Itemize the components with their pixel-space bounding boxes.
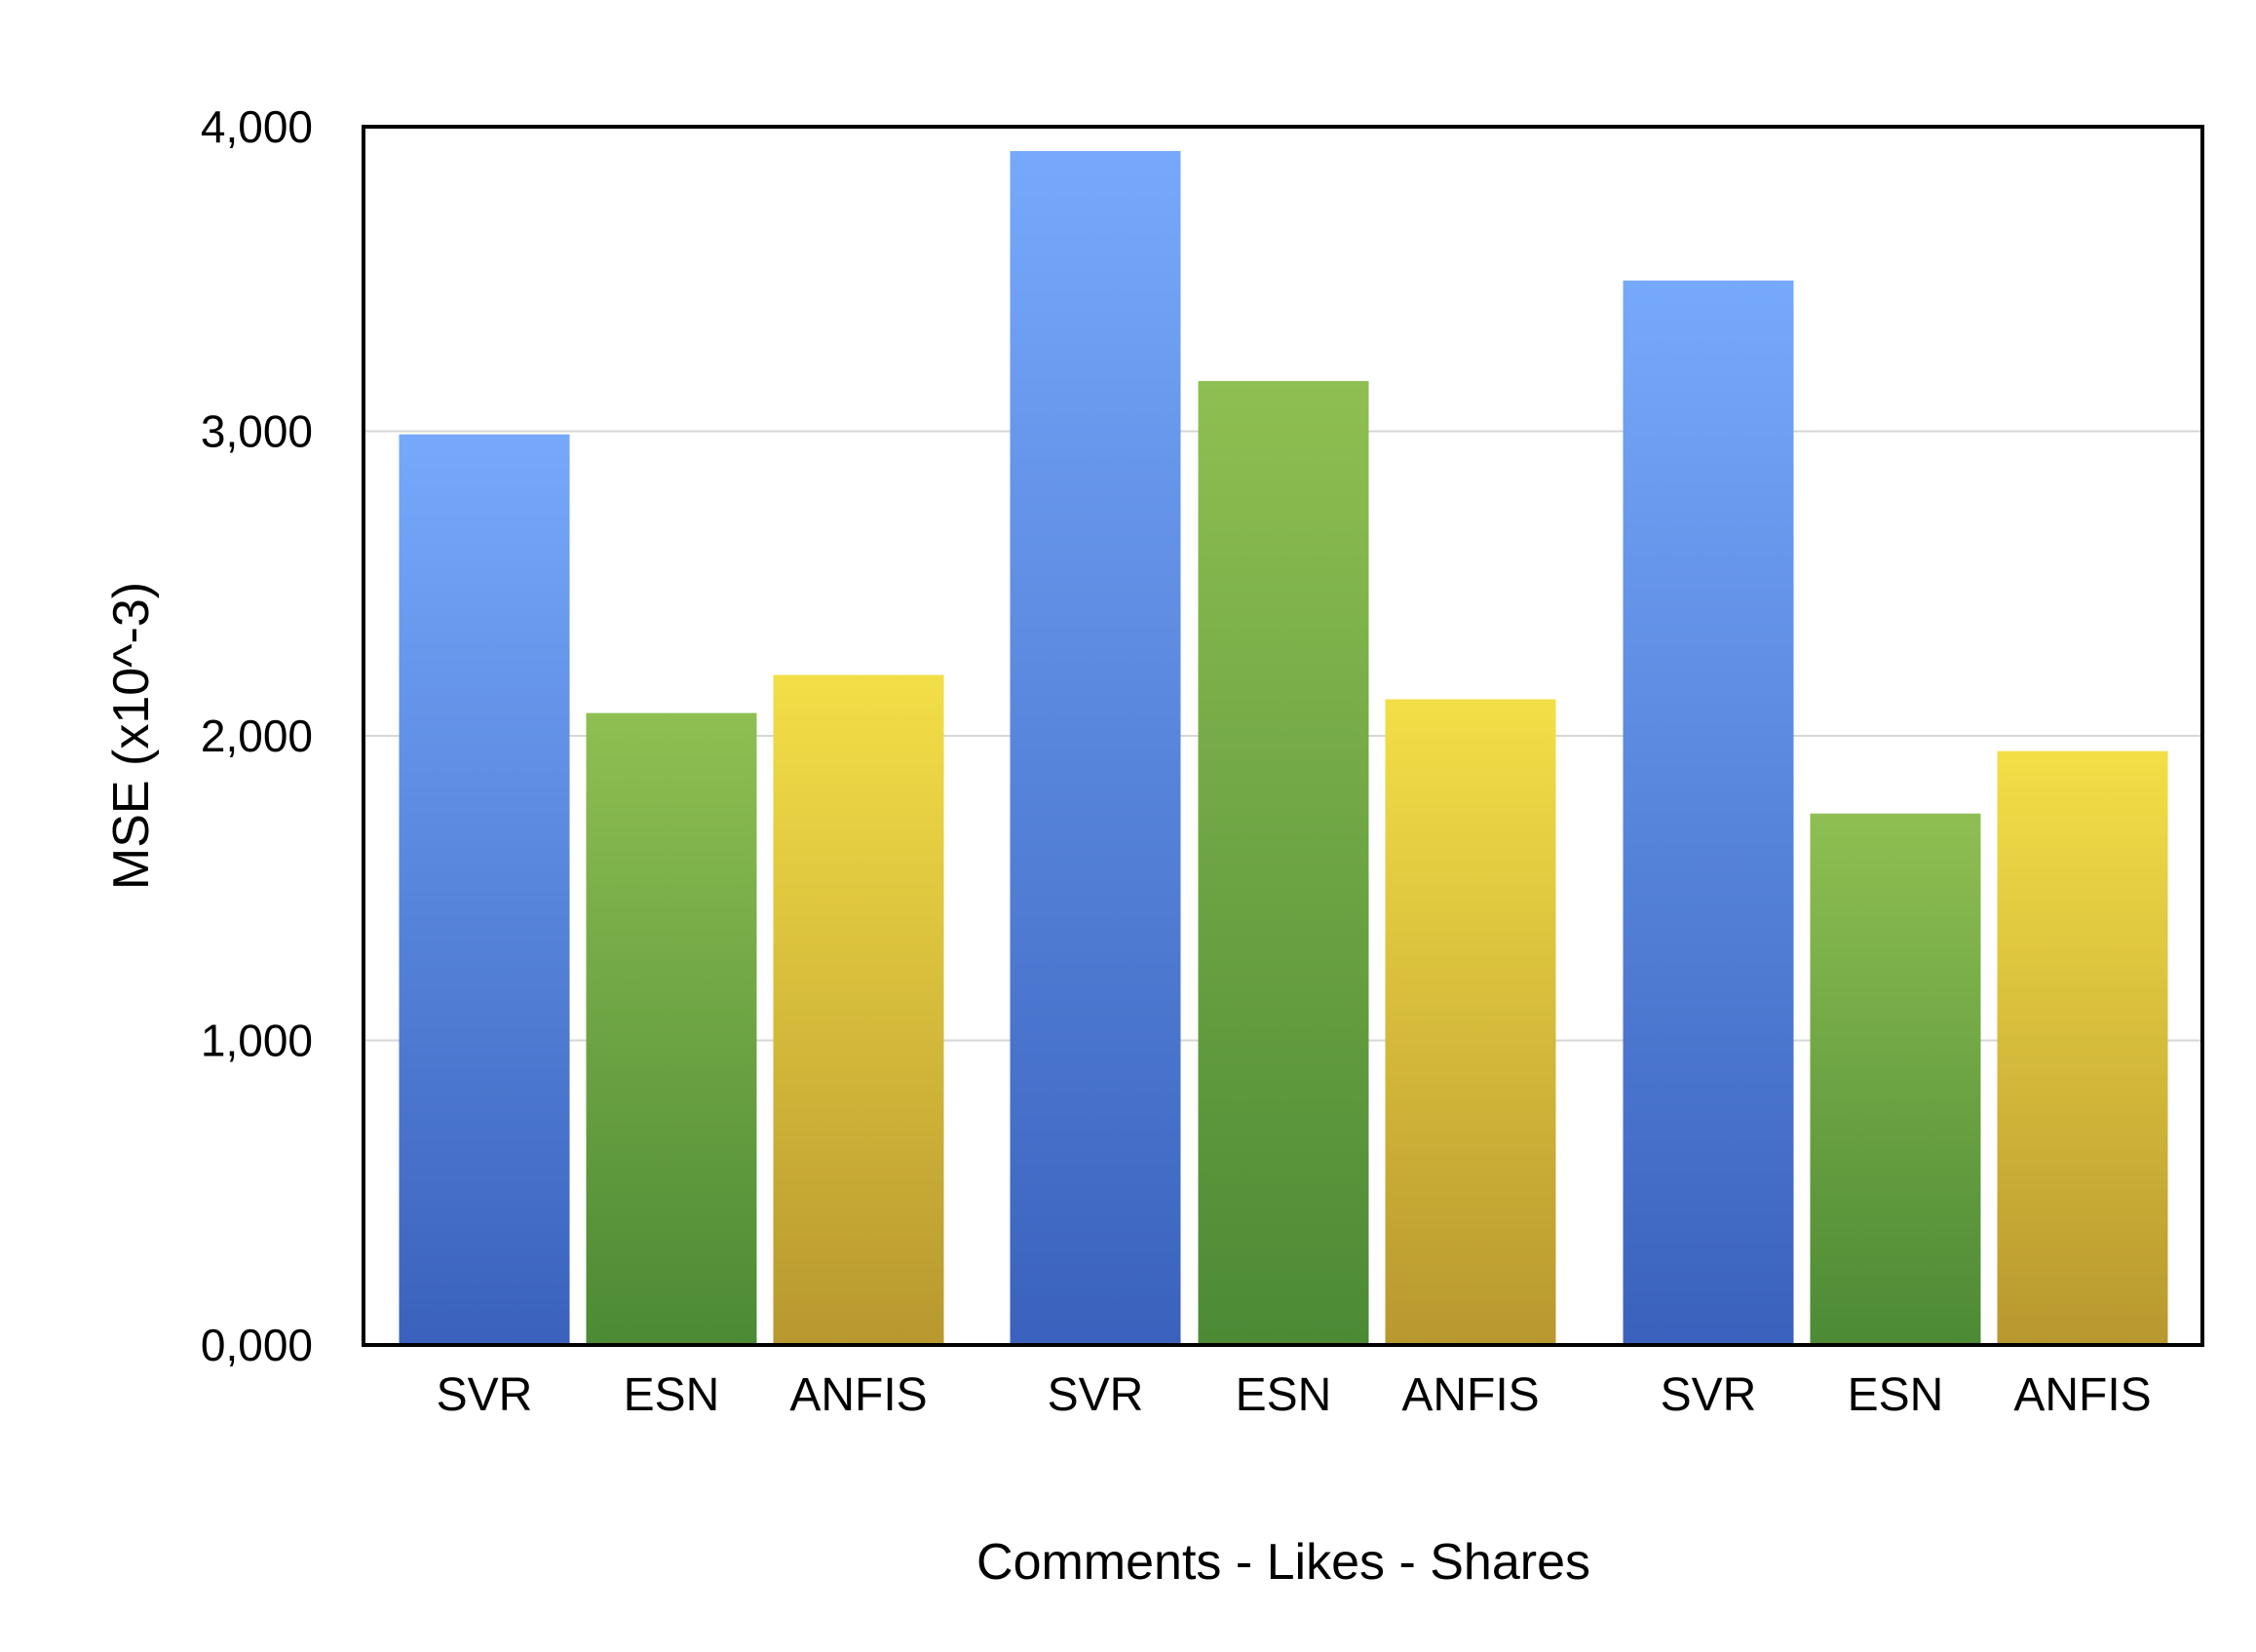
bar-anfis-group-3: [1997, 750, 2168, 1343]
bar-svr-group-1: [399, 434, 570, 1343]
plot-frame: [362, 125, 2204, 1347]
y-axis-title: MSE (x10^-3): [103, 582, 160, 890]
y-tick-label: 2,000: [201, 711, 313, 761]
bar-anfis-group-2: [1385, 699, 1556, 1343]
x-axis-title: Comments - Likes - Shares: [976, 1534, 1590, 1591]
x-category-label: ESN: [624, 1369, 720, 1421]
x-category-label: ANFIS: [2013, 1369, 2151, 1421]
y-tick-label: 4,000: [201, 101, 313, 152]
x-category-label: SVR: [437, 1369, 533, 1421]
y-tick-label: 1,000: [201, 1016, 313, 1066]
bar-svr-group-2: [1010, 151, 1181, 1343]
x-category-label: ESN: [1848, 1369, 1944, 1421]
bar-anfis-group-1: [773, 674, 944, 1343]
x-category-label: ANFIS: [789, 1369, 927, 1421]
bar-esn-group-1: [586, 712, 757, 1343]
x-category-label: SVR: [1661, 1369, 1757, 1421]
bar-svr-group-3: [1623, 280, 1794, 1343]
x-category-label: ANFIS: [1401, 1369, 1539, 1421]
bars: [399, 151, 2168, 1343]
x-category-label: SVR: [1048, 1369, 1144, 1421]
x-category-labels: SVR ESN ANFIS SVR ESN ANFIS SVR ESN ANFIS: [437, 1369, 2152, 1421]
y-tick-labels: 0,000 1,000 2,000 3,000 4,000: [201, 101, 313, 1370]
x-category-label: ESN: [1236, 1369, 1332, 1421]
bar-esn-group-2: [1198, 380, 1369, 1343]
y-tick-label: 0,000: [201, 1320, 313, 1370]
y-tick-label: 3,000: [201, 406, 313, 457]
bar-esn-group-3: [1810, 813, 1981, 1343]
